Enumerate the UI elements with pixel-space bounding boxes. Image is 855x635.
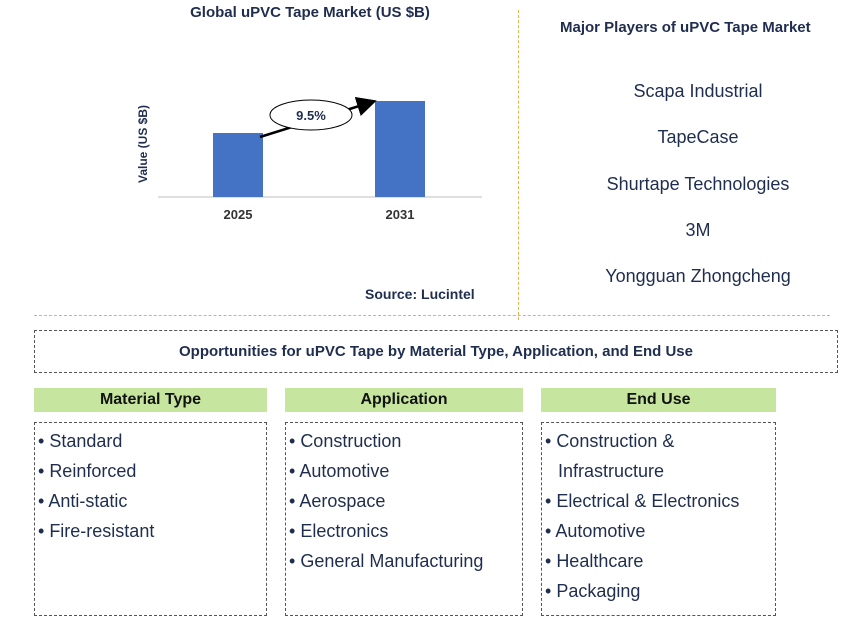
list-item: Electrical & Electronics	[545, 486, 775, 516]
list-item: Electronics	[289, 516, 522, 546]
list-item: Automotive	[545, 516, 775, 546]
list-item: Automotive	[289, 456, 522, 486]
list-item: Construction & Infrastructure	[545, 426, 758, 486]
opportunities-title: Opportunities for uPVC Tape by Material …	[179, 343, 693, 360]
cagr-bubble	[269, 99, 353, 131]
players-title: Major Players of uPVC Tape Market	[560, 19, 811, 36]
player-item: Shurtape Technologies	[606, 173, 790, 194]
end-use-list: Construction & Infrastructure Electrical…	[541, 422, 776, 616]
chart-title: Global uPVC Tape Market (US $B)	[190, 4, 430, 21]
player-item: 3M	[685, 219, 711, 240]
material-type-list: Standard Reinforced Anti-static Fire-res…	[34, 422, 267, 616]
vertical-divider	[518, 10, 519, 320]
list-item: Standard	[38, 426, 266, 456]
list-item: Fire-resistant	[38, 516, 266, 546]
application-header: Application	[285, 388, 523, 412]
list-item: Reinforced	[38, 456, 266, 486]
list-item: General Manufacturing	[289, 546, 522, 576]
player-item: Yongguan Zhongcheng	[605, 266, 791, 287]
source-label: Source: Lucintel	[365, 286, 475, 302]
cagr-label: 9.5%	[296, 108, 326, 123]
material-type-header: Material Type	[34, 388, 267, 412]
bar-2031	[375, 101, 425, 197]
list-item: Healthcare	[545, 546, 775, 576]
opportunities-banner: Opportunities for uPVC Tape by Material …	[34, 330, 838, 373]
players-list: Scapa Industrial TapeCase Shurtape Techn…	[570, 78, 826, 309]
bar-2025	[213, 133, 263, 197]
player-item: Scapa Industrial	[633, 81, 763, 101]
end-use-header: End Use	[541, 388, 776, 412]
list-item: Construction	[289, 426, 522, 456]
bar-chart: Value (US $B) 2025 2031 9.5%	[136, 96, 482, 222]
list-item: Anti-static	[38, 486, 266, 516]
x-tick-label: 2031	[386, 207, 415, 222]
y-axis-label: Value (US $B)	[136, 105, 150, 183]
x-tick-label: 2025	[224, 207, 253, 222]
player-item: TapeCase	[657, 127, 739, 148]
list-item: Packaging	[545, 576, 775, 606]
horizontal-divider	[34, 315, 830, 316]
application-list: Construction Automotive Aerospace Electr…	[285, 422, 523, 616]
list-item: Aerospace	[289, 486, 522, 516]
